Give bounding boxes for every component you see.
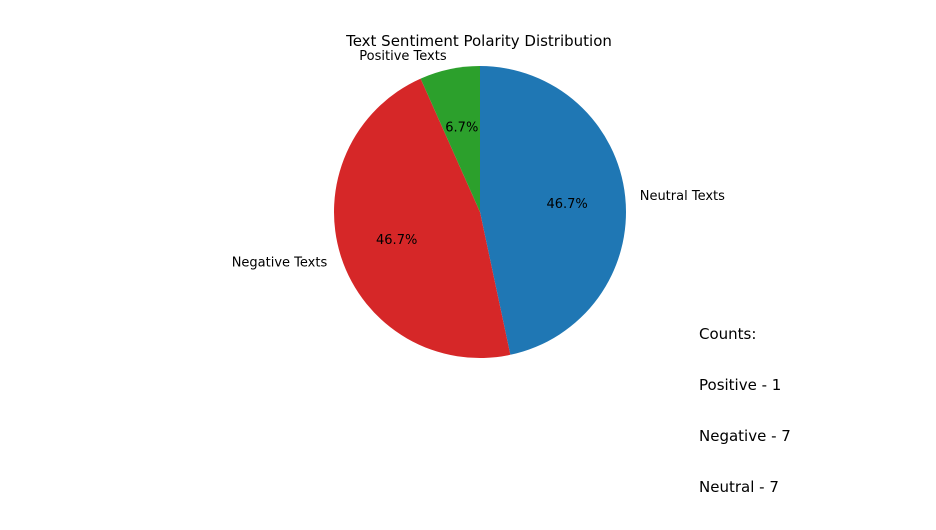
pie-label-negative-texts: Negative Texts [232,256,328,271]
pie-label-positive-texts: Positive Texts [359,49,447,64]
pie-percent-positive-texts: 6.7% [445,120,478,135]
pie-slice-positive-texts [420,66,480,212]
pie-chart: Text Sentiment Polarity Distribution 46.… [232,32,791,496]
pie-percent-negative-texts: 46.7% [376,233,417,248]
pie-slice-neutral-texts [480,66,626,355]
pie-label-neutral-texts: Neutral Texts [640,189,725,204]
pie-slice-negative-texts [334,78,511,358]
counts-line-positive: Positive - 1 [699,376,782,394]
counts-line-neutral: Neutral - 7 [699,478,779,496]
counts-heading: Counts: [699,325,757,343]
pie-percent-neutral-texts: 46.7% [546,197,587,212]
counts-note: Counts: Positive - 1 Negative - 7 Neutra… [699,292,791,530]
counts-line-negative: Negative - 7 [699,427,791,445]
pie-chart-svg: Text Sentiment Polarity Distribution 46.… [232,32,725,358]
chart-title: Text Sentiment Polarity Distribution [345,32,612,50]
pie-labels: 46.7% Neutral Texts 46.7% Negative Texts 6.7… [232,49,725,271]
pie-slices [334,66,626,358]
